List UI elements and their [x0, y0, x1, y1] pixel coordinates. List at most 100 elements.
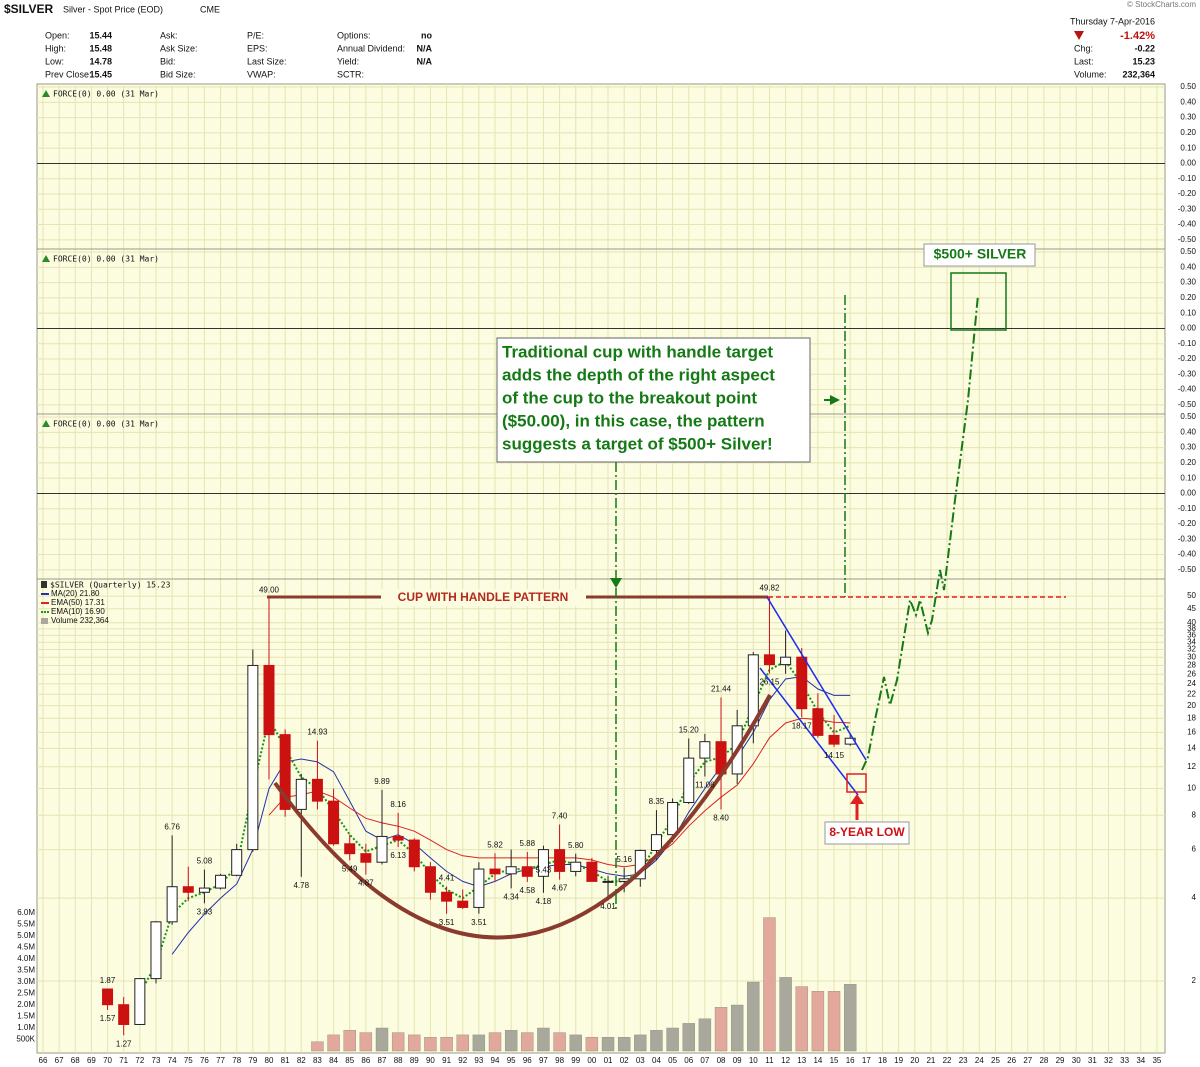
panel-label: FORCE(0) 0.00 (31 Mar) — [53, 420, 159, 429]
x-tick-label: 19 — [894, 1056, 903, 1065]
candle-body — [586, 861, 598, 882]
quote-label: P/E: — [247, 30, 264, 40]
labels: 66 67 68 69 70 71 72 73 74 75 76 77 78 79 80 81 82 83 84 85… — [16, 82, 1196, 1065]
x-tick-label: 03 — [636, 1056, 645, 1065]
price-label: 49.82 — [759, 584, 780, 593]
cup-curve — [273, 694, 772, 940]
volume-tick-label: 1.0M — [17, 1023, 35, 1032]
y-tick-label: 0.20 — [1180, 293, 1196, 302]
x-tick-label: 01 — [604, 1056, 613, 1065]
y-tick-label: -0.30 — [1178, 534, 1197, 543]
x-tick-label: 67 — [55, 1056, 64, 1065]
volume-bar — [391, 1032, 405, 1052]
annotations: CUP WITH HANDLE PATTERN 8-YEAR LOW $500+… — [267, 243, 1066, 940]
candle-body — [828, 734, 840, 745]
target-box — [950, 272, 1007, 331]
y-tick-label: 0.20 — [1180, 458, 1196, 467]
candle-body — [150, 921, 162, 980]
y-tick-label: 0.50 — [1180, 82, 1196, 91]
volume-bar — [779, 977, 792, 1052]
y-tick-label: 32 — [1187, 645, 1196, 654]
y-tick-label: 40 — [1187, 618, 1196, 627]
candle-body — [182, 886, 194, 893]
right-arrow-head — [830, 395, 840, 405]
candle-body — [457, 900, 469, 908]
volume-bar — [553, 1032, 566, 1052]
volume-bar — [585, 1036, 599, 1052]
x-tick-label: 98 — [555, 1056, 564, 1065]
candle-body — [263, 664, 275, 736]
x-tick-label: 85 — [345, 1056, 354, 1065]
volume-bar — [811, 991, 825, 1052]
stat-value: 15.23 — [1132, 56, 1155, 66]
price-label: 4.67 — [552, 884, 568, 893]
x-tick-label: 74 — [168, 1056, 177, 1065]
quote-label: Options: — [337, 30, 371, 40]
channel-upper — [766, 596, 867, 761]
y-tick-label: 0.00 — [1180, 324, 1196, 333]
quote-label: Bid Size: — [160, 69, 196, 79]
y-tick-label: 0.30 — [1180, 443, 1196, 452]
x-tick-label: 82 — [297, 1056, 306, 1065]
volume-tick-label: 3.0M — [17, 977, 35, 986]
price-label: 4.78 — [293, 881, 309, 890]
x-tick-label: 22 — [943, 1056, 952, 1065]
candle-body — [215, 874, 227, 889]
x-tick-label: 23 — [959, 1056, 968, 1065]
price-label: 11.06 — [695, 781, 715, 790]
price-label: 5.82 — [487, 840, 503, 849]
note-line: suggests a target of $500+ Silver! — [502, 434, 773, 453]
y-tick-label: 0.30 — [1180, 278, 1196, 287]
x-tick-label: 97 — [539, 1056, 548, 1065]
stat-value: 232,364 — [1122, 69, 1155, 79]
x-tick-label: 94 — [491, 1056, 500, 1065]
y-tick-label: 0.10 — [1180, 143, 1196, 152]
candle-body — [763, 654, 775, 666]
x-tick-label: 32 — [1104, 1056, 1113, 1065]
volume-tick-label: 2.5M — [17, 989, 35, 998]
y-tick-label: 0.10 — [1180, 308, 1196, 317]
pattern-label: CUP WITH HANDLE PATTERN — [398, 590, 569, 604]
x-tick-label: 96 — [523, 1056, 532, 1065]
price-label: 49.00 — [259, 586, 280, 595]
x-tick-label: 72 — [135, 1056, 144, 1065]
legend-entry: MA(20) 21.80 — [51, 589, 100, 598]
quote-label: Last Size: — [247, 56, 287, 66]
y-tick-label: -0.10 — [1178, 504, 1197, 513]
volume-bar — [440, 1036, 453, 1052]
volume-tick-label: 1.5M — [17, 1012, 35, 1021]
price-label: 5.88 — [520, 839, 536, 848]
header: $SILVER Silver - Spot Price (EOD) CME © … — [4, 0, 1196, 79]
x-tick-label: 89 — [410, 1056, 419, 1065]
price-label: 1.57 — [100, 1014, 116, 1023]
panel-icon — [42, 255, 50, 262]
price-label: 15.20 — [679, 726, 700, 735]
y-tick-label: 0.50 — [1180, 247, 1196, 256]
quote-value: N/A — [417, 43, 433, 53]
y-tick-label: 0.50 — [1180, 412, 1196, 421]
panel-icon — [42, 420, 50, 427]
quote-label: Bid: — [160, 56, 176, 66]
y-tick-label: 2 — [1192, 976, 1197, 985]
x-tick-label: 93 — [474, 1056, 483, 1065]
panel-label: FORCE(0) 0.00 (31 Mar) — [53, 255, 159, 264]
price-plot — [37, 162, 1165, 1036]
quote-label: Ask Size: — [160, 43, 198, 53]
x-tick-label: 87 — [378, 1056, 387, 1065]
quote-value: N/A — [417, 56, 433, 66]
x-tick-label: 14 — [813, 1056, 822, 1065]
volume-bar — [698, 1018, 712, 1052]
candle-body — [392, 835, 404, 841]
x-tick-label: 11 — [765, 1056, 774, 1065]
candle-body — [408, 839, 420, 868]
x-tick-label: 76 — [200, 1056, 209, 1065]
legend-swatch — [41, 618, 48, 624]
price-label: 5.80 — [568, 841, 584, 850]
price-label: 5.49 — [342, 864, 358, 873]
price-label: 14.93 — [307, 728, 328, 737]
y-tick-label: 45 — [1187, 604, 1196, 613]
quote-label: High: — [45, 43, 66, 53]
volume-bar — [521, 1032, 534, 1052]
y-tick-label: 24 — [1187, 679, 1196, 688]
panel-icon — [42, 90, 50, 97]
